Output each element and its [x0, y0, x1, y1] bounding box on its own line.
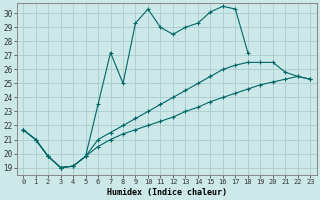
X-axis label: Humidex (Indice chaleur): Humidex (Indice chaleur) [107, 188, 227, 197]
